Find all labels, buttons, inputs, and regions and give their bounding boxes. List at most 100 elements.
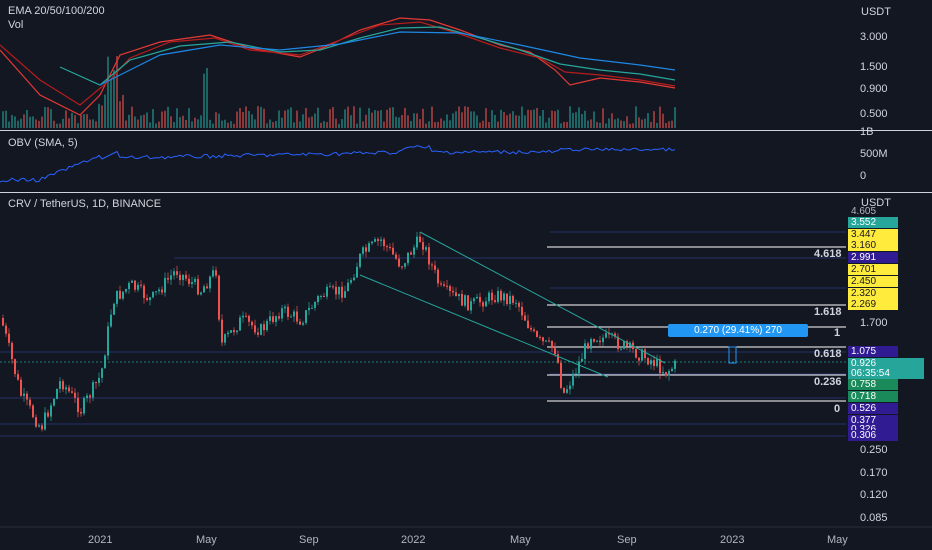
volume-bar	[260, 106, 262, 128]
volume-bar	[209, 119, 211, 128]
time-axis-label: Sep	[617, 534, 637, 546]
volume-legend[interactable]: Vol	[8, 19, 24, 31]
candle	[383, 239, 385, 247]
ema-legend[interactable]: EMA 20/50/100/200	[8, 5, 105, 17]
volume-bar	[404, 107, 406, 128]
candle	[161, 289, 163, 293]
volume-bar	[239, 108, 241, 128]
volume-bar	[482, 120, 484, 128]
volume-bar	[86, 114, 88, 128]
volume-bar	[11, 114, 13, 128]
candle	[560, 362, 562, 388]
fib-level-label[interactable]: 0.236	[814, 376, 842, 388]
symbol-legend[interactable]: CRV / TetherUS, 1D, BINANCE	[8, 198, 162, 210]
candle	[290, 316, 292, 318]
fib-level-label[interactable]: 4.618	[814, 248, 842, 260]
price-tag: 3.552	[848, 217, 898, 228]
candle	[281, 308, 283, 319]
volume-bar	[620, 120, 622, 128]
fib-level-label[interactable]: 0	[834, 403, 841, 415]
candle	[26, 393, 28, 400]
volume-bar	[128, 114, 130, 128]
volume-bar	[194, 117, 196, 128]
volume-bar	[452, 113, 454, 128]
candle	[407, 252, 409, 264]
volume-bar	[287, 109, 289, 128]
candle	[299, 321, 301, 325]
candle	[659, 359, 661, 374]
candle	[494, 300, 496, 302]
candle	[473, 298, 475, 302]
candle	[329, 286, 331, 288]
candle	[485, 301, 487, 307]
fib-level-label[interactable]: 1	[834, 327, 841, 339]
candle	[398, 258, 400, 267]
candle	[443, 284, 445, 286]
candle	[563, 387, 565, 393]
candle	[674, 360, 676, 369]
candle	[359, 253, 361, 267]
candle	[194, 278, 196, 283]
volume-bar	[269, 119, 271, 128]
volume-bar	[554, 111, 556, 128]
candle	[593, 339, 595, 342]
volume-bar	[548, 117, 550, 128]
candle	[452, 290, 454, 293]
volume-bar	[593, 111, 595, 128]
volume-bar	[449, 120, 451, 128]
price-tag: 3.447	[848, 229, 898, 240]
fib-level-label[interactable]: 0.618	[814, 348, 842, 360]
candle	[242, 315, 244, 318]
volume-bar	[503, 112, 505, 128]
volume-bar	[41, 116, 43, 128]
volume-bar	[173, 122, 175, 128]
volume-bar	[488, 122, 490, 128]
candle	[305, 310, 307, 323]
pane-separator-top[interactable]	[0, 130, 932, 131]
volume-bar	[218, 113, 220, 128]
candle	[395, 254, 397, 259]
candle	[212, 270, 214, 277]
fib-level-label[interactable]: 1.618	[814, 306, 842, 318]
volume-bar	[485, 108, 487, 128]
volume-bar	[401, 114, 403, 128]
candle	[527, 320, 529, 329]
volume-bar	[515, 115, 517, 128]
volume-bar	[77, 123, 79, 128]
volume-bar	[20, 118, 22, 128]
volume-bar	[137, 119, 139, 128]
volume-bar	[392, 107, 394, 128]
obv-axis-label: 500M	[860, 148, 888, 160]
candle	[176, 271, 178, 275]
volume-bar	[32, 116, 34, 128]
candle	[320, 295, 322, 297]
candle	[671, 368, 673, 372]
volume-bar	[419, 119, 421, 128]
candle	[245, 315, 247, 317]
candle	[500, 290, 502, 301]
candle	[95, 382, 97, 384]
pane-separator-obv[interactable]	[0, 192, 932, 193]
candle	[371, 241, 373, 244]
volume-bar	[116, 56, 118, 128]
candle	[662, 372, 664, 374]
volume-bar	[563, 121, 565, 128]
candle	[50, 405, 52, 417]
candle	[206, 286, 208, 289]
volume-bar	[65, 110, 67, 128]
candle	[539, 336, 541, 338]
candle	[512, 295, 514, 303]
candle	[353, 277, 355, 281]
volume-bar	[215, 112, 217, 128]
candle	[272, 316, 274, 323]
volume-bar	[308, 117, 310, 128]
candle	[491, 292, 493, 301]
candle	[440, 283, 442, 285]
channel-bottom-line	[359, 274, 609, 378]
measure-label[interactable]: 0.270 (29.41%) 270	[668, 324, 808, 337]
obv-legend[interactable]: OBV (SMA, 5)	[8, 137, 78, 149]
volume-bar	[578, 107, 580, 128]
candle	[131, 280, 133, 283]
volume-bar	[374, 110, 376, 128]
